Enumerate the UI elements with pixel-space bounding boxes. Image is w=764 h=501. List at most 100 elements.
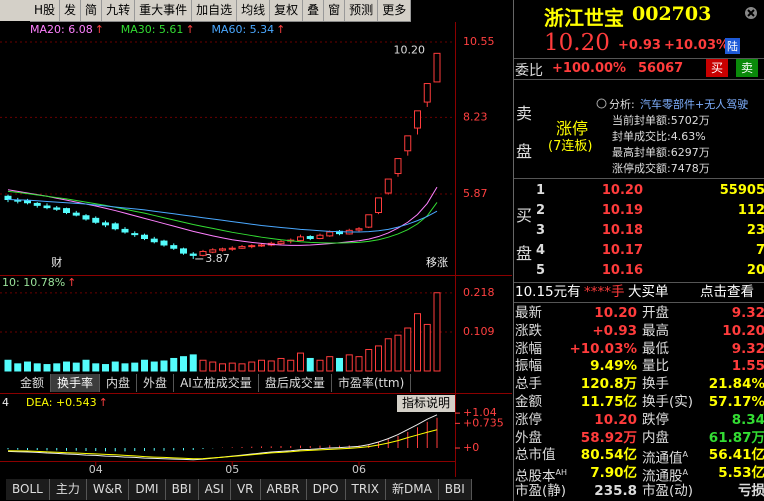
buy-order-row: 3 10.18 23: [514, 222, 764, 240]
volume-bar: [92, 363, 100, 372]
stat-label-sup: AH: [555, 468, 568, 478]
stats-row: 涨幅 +10.03% 最低 9.32: [514, 340, 764, 358]
candle-body: [248, 245, 256, 248]
candle-body: [121, 228, 129, 233]
toolbar-button[interactable]: 重大事件: [135, 0, 193, 21]
stats-row: 最新 10.20 开盘 9.32: [514, 304, 764, 322]
stat-value: 80.54亿: [580, 447, 637, 464]
indicator-tab[interactable]: 市盈率(ttm): [332, 374, 412, 392]
toolbar-button[interactable]: 九转: [102, 0, 136, 21]
toolbar-button[interactable]: 更多: [378, 0, 412, 21]
analysis-text[interactable]: 汽车零部件+无人驾驶: [640, 98, 749, 111]
volume-bar: [131, 362, 139, 372]
indicator-tab[interactable]: 内盘: [100, 374, 138, 392]
indicator-tab[interactable]: W&R: [87, 479, 130, 500]
candle-body: [316, 234, 324, 239]
divider: [514, 178, 764, 179]
indicator-tab[interactable]: 盘后成交量: [259, 374, 332, 392]
stock-code: 002703: [632, 3, 712, 25]
toolbar-button[interactable]: 复权: [270, 0, 304, 21]
indicator-tab[interactable]: 新DMA: [386, 479, 439, 500]
indicator-tab[interactable]: VR: [231, 479, 261, 500]
dea-arrow: ↑: [99, 396, 108, 409]
stat-value: +10.03%: [569, 340, 637, 357]
indicator-tab[interactable]: 外盘: [137, 374, 175, 392]
indicator-tab[interactable]: BOLL: [6, 479, 50, 500]
indicator-tab[interactable]: 主力: [50, 479, 87, 500]
volume-bar: [306, 357, 314, 372]
indicator-tab[interactable]: DPO: [307, 479, 346, 500]
candle-body: [326, 231, 334, 237]
big-order-link[interactable]: 点击查看: [700, 284, 754, 300]
stat-value: 57.17%: [708, 394, 764, 410]
candle-body: [365, 214, 373, 228]
toolbar-button[interactable]: 窗: [324, 0, 346, 21]
stats-row: 外盘 58.92万 内盘 61.87万: [514, 429, 764, 447]
volume-bar: [24, 361, 31, 372]
stat-value: 120.8万: [580, 376, 637, 393]
low-label: 3.87: [205, 252, 230, 265]
stats-row: 振幅 9.49% 量比 1.55: [514, 357, 764, 375]
candle-body: [180, 248, 187, 254]
candle-body: [24, 200, 31, 204]
order-level: 2: [536, 203, 546, 218]
indicator-tab[interactable]: ASI: [199, 479, 231, 500]
toolbar-button[interactable]: 均线: [237, 0, 271, 21]
toolbar: H股发简九转 重大事件 加自选 均线 复权叠窗预测 更多: [30, 0, 412, 22]
ma-arrow: ↑: [185, 23, 194, 36]
bottom-tabs: BOLL 主力 W&R DMI BBI ASI VR ARBR DPO TRIX 新DMA BBI: [6, 479, 472, 500]
candle-body: [219, 248, 226, 251]
toolbar-button[interactable]: 发: [60, 0, 82, 21]
indicator-tab[interactable]: ARBR: [261, 479, 307, 500]
stat-value: 56.41亿: [708, 447, 764, 464]
stat-label: 市盈(静): [515, 483, 567, 499]
x-tick-label: 06: [352, 463, 366, 476]
buy-button[interactable]: 买: [706, 59, 728, 77]
volume-bar: [170, 357, 178, 372]
indicator-tab[interactable]: 换手率: [51, 374, 101, 392]
ma-legend: MA60: 5.34: [211, 23, 274, 36]
candle-body: [404, 135, 412, 152]
candle-body: [82, 215, 90, 220]
indicator-tab[interactable]: AI立桩成交量: [174, 374, 259, 392]
indicator-tab[interactable]: BBI: [439, 479, 472, 500]
divider: [514, 79, 764, 80]
close-icon[interactable]: [744, 6, 758, 20]
volume-bar: [375, 345, 382, 372]
toolbar-button[interactable]: 预测: [345, 0, 379, 21]
big-order-qty: ****手: [584, 284, 625, 300]
stat-label: 外盘: [515, 429, 542, 446]
indicator-tab[interactable]: BBI: [166, 479, 199, 500]
toolbar-button[interactable]: 简: [81, 0, 103, 21]
candle-body: [209, 249, 217, 253]
candle-body: [4, 195, 12, 201]
dea-line: [7, 429, 438, 460]
stat-label: 最新: [515, 305, 542, 321]
candle-body: [258, 244, 265, 247]
indicator-tab[interactable]: 金额: [14, 374, 52, 392]
order-price: 10.19: [601, 203, 643, 218]
help-button[interactable]: 指标说明: [397, 395, 455, 412]
sell-button[interactable]: 卖: [736, 59, 758, 77]
indicator-tab[interactable]: TRIX: [346, 479, 386, 500]
y-tick-label: 0.218: [463, 286, 495, 299]
stat-value: 61.87万: [708, 429, 764, 446]
analysis-label: 分析:: [609, 98, 635, 111]
weicha-value: 56067: [638, 61, 684, 76]
stat-value: 9.49%: [590, 358, 637, 375]
stat-value: 7.90亿: [590, 465, 637, 482]
toolbar-button[interactable]: 叠: [303, 0, 325, 21]
volume-bar: [238, 363, 246, 372]
price-pct: +10.03%: [664, 38, 730, 53]
volume-bar: [394, 334, 402, 372]
indicator-tab[interactable]: DMI: [129, 479, 166, 500]
volume-bar: [336, 357, 343, 372]
toolbar-button[interactable]: 加自选: [192, 0, 238, 21]
stat-label: 振幅: [515, 358, 542, 375]
volume-bar: [345, 354, 353, 372]
candle-body: [53, 207, 61, 210]
candle-body: [150, 238, 158, 243]
toolbar-button[interactable]: H股: [30, 0, 61, 21]
order-volume: 7: [755, 243, 764, 258]
candle-body: [355, 228, 363, 231]
